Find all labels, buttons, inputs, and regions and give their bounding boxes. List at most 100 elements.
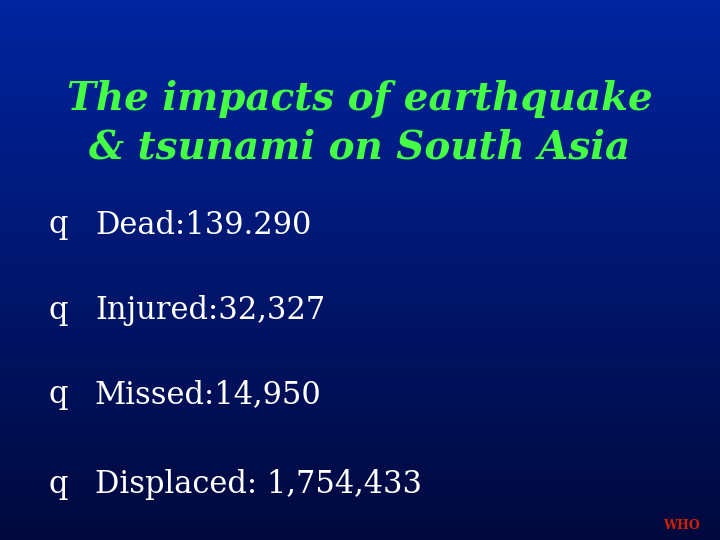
Bar — [0, 164, 720, 166]
Bar — [0, 221, 720, 223]
Bar — [0, 448, 720, 450]
Bar — [0, 23, 720, 25]
Bar — [0, 349, 720, 351]
Bar — [0, 43, 720, 45]
Bar — [0, 412, 720, 414]
Bar — [0, 491, 720, 493]
Bar — [0, 214, 720, 216]
Text: The impacts of earthquake
& tsunami on South Asia: The impacts of earthquake & tsunami on S… — [67, 80, 653, 166]
Bar — [0, 324, 720, 326]
Bar — [0, 47, 720, 49]
Bar — [0, 50, 720, 52]
Bar — [0, 184, 720, 185]
Bar — [0, 63, 720, 65]
Bar — [0, 49, 720, 50]
Bar — [0, 128, 720, 130]
Bar — [0, 83, 720, 85]
Bar — [0, 466, 720, 468]
Bar — [0, 369, 720, 371]
Bar — [0, 38, 720, 39]
Bar — [0, 463, 720, 464]
Bar — [0, 171, 720, 173]
Bar — [0, 401, 720, 403]
Bar — [0, 468, 720, 470]
Bar — [0, 416, 720, 417]
Bar — [0, 398, 720, 400]
Bar — [0, 481, 720, 482]
Bar — [0, 268, 720, 270]
Bar — [0, 110, 720, 112]
Bar — [0, 347, 720, 349]
Text: WHO: WHO — [663, 519, 700, 532]
Bar — [0, 444, 720, 447]
Bar — [0, 124, 720, 126]
Bar — [0, 254, 720, 255]
Bar — [0, 508, 720, 509]
Bar — [0, 104, 720, 106]
Bar — [0, 477, 720, 479]
Bar — [0, 194, 720, 196]
Bar — [0, 389, 720, 390]
Bar — [0, 346, 720, 347]
Bar — [0, 270, 720, 272]
Bar — [0, 502, 720, 504]
Bar — [0, 470, 720, 471]
Bar — [0, 272, 720, 274]
Bar — [0, 245, 720, 247]
Bar — [0, 513, 720, 515]
Bar — [0, 36, 720, 38]
Bar — [0, 117, 720, 119]
Bar — [0, 522, 720, 524]
Bar — [0, 58, 720, 59]
Bar — [0, 511, 720, 513]
Text: q: q — [48, 294, 68, 326]
Bar — [0, 427, 720, 428]
Bar — [0, 407, 720, 409]
Bar — [0, 301, 720, 302]
Bar — [0, 538, 720, 540]
Bar — [0, 178, 720, 180]
Bar — [0, 7, 720, 9]
Bar — [0, 355, 720, 356]
Bar — [0, 135, 720, 137]
Bar — [0, 410, 720, 412]
Bar — [0, 454, 720, 455]
Bar — [0, 106, 720, 108]
Text: q: q — [48, 380, 68, 410]
Bar — [0, 275, 720, 277]
Bar — [0, 498, 720, 501]
Bar — [0, 76, 720, 77]
Bar — [0, 139, 720, 140]
Bar — [0, 382, 720, 383]
Bar — [0, 126, 720, 128]
Bar — [0, 531, 720, 533]
Bar — [0, 70, 720, 72]
Bar — [0, 528, 720, 529]
Bar — [0, 430, 720, 432]
Bar — [0, 133, 720, 135]
Bar — [0, 123, 720, 124]
Bar — [0, 88, 720, 90]
Bar — [0, 425, 720, 427]
Bar — [0, 201, 720, 204]
Bar — [0, 320, 720, 322]
Bar — [0, 34, 720, 36]
Bar — [0, 204, 720, 205]
Bar — [0, 363, 720, 366]
Bar — [0, 459, 720, 461]
Bar — [0, 304, 720, 306]
Bar — [0, 79, 720, 81]
Bar — [0, 328, 720, 329]
Bar — [0, 32, 720, 34]
Bar — [0, 77, 720, 79]
Bar — [0, 525, 720, 528]
Bar — [0, 180, 720, 182]
Bar — [0, 185, 720, 187]
Bar — [0, 518, 720, 520]
Bar — [0, 119, 720, 120]
Text: q: q — [48, 469, 68, 501]
Bar — [0, 16, 720, 18]
Bar — [0, 383, 720, 385]
Bar — [0, 443, 720, 444]
Bar — [0, 292, 720, 293]
